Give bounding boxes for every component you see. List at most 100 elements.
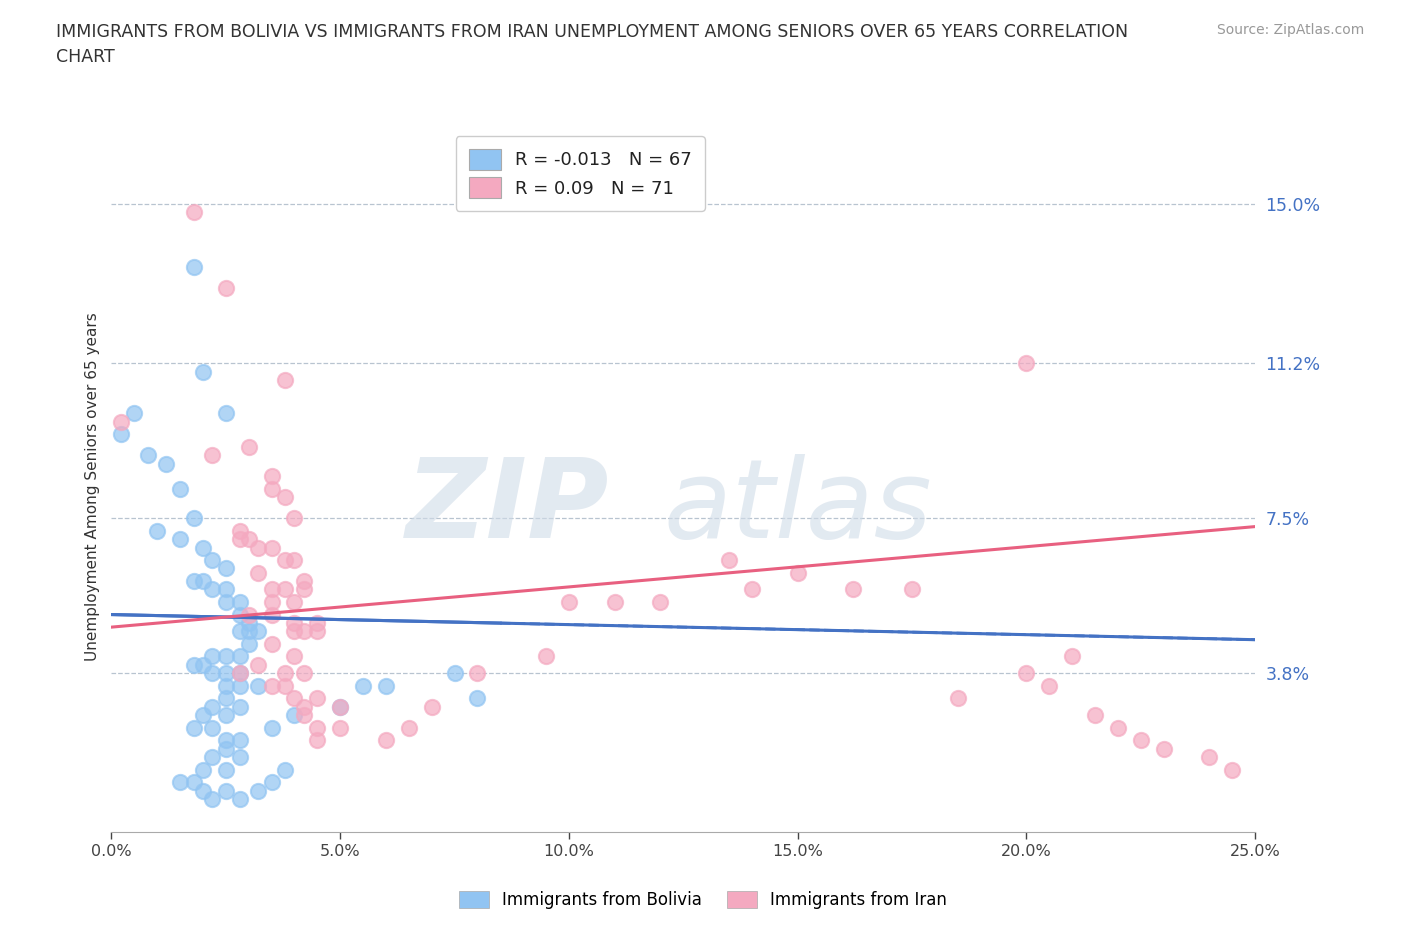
Point: [292, 582, 315, 597]
Point: [215, 691, 238, 706]
Point: [215, 733, 238, 748]
Point: [283, 624, 305, 639]
Point: [215, 594, 238, 609]
Point: [246, 540, 269, 555]
Point: [841, 582, 863, 597]
Text: ZIP: ZIP: [405, 454, 609, 561]
Point: [260, 582, 283, 597]
Point: [292, 574, 315, 589]
Point: [260, 482, 283, 497]
Point: [228, 678, 250, 693]
Point: [274, 582, 297, 597]
Point: [183, 720, 205, 735]
Point: [283, 616, 305, 631]
Point: [246, 624, 269, 639]
Point: [228, 594, 250, 609]
Point: [398, 720, 420, 735]
Point: [246, 565, 269, 580]
Point: [228, 649, 250, 664]
Point: [374, 678, 396, 693]
Point: [1015, 666, 1038, 681]
Point: [246, 783, 269, 798]
Point: [292, 624, 315, 639]
Point: [183, 259, 205, 274]
Point: [215, 762, 238, 777]
Point: [1129, 733, 1152, 748]
Point: [1038, 678, 1060, 693]
Point: [228, 666, 250, 681]
Point: [215, 406, 238, 421]
Point: [183, 658, 205, 672]
Point: [191, 574, 214, 589]
Point: [274, 678, 297, 693]
Point: [260, 540, 283, 555]
Point: [228, 666, 250, 681]
Point: [215, 783, 238, 798]
Point: [1015, 356, 1038, 371]
Point: [352, 678, 374, 693]
Point: [228, 624, 250, 639]
Point: [183, 511, 205, 525]
Point: [201, 649, 224, 664]
Point: [1220, 762, 1243, 777]
Point: [260, 636, 283, 651]
Point: [246, 658, 269, 672]
Point: [201, 448, 224, 463]
Point: [155, 457, 177, 472]
Point: [110, 415, 132, 430]
Point: [191, 783, 214, 798]
Point: [1198, 750, 1220, 764]
Point: [228, 699, 250, 714]
Text: Source: ZipAtlas.com: Source: ZipAtlas.com: [1216, 23, 1364, 37]
Point: [260, 607, 283, 622]
Point: [201, 750, 224, 764]
Point: [215, 649, 238, 664]
Point: [741, 582, 763, 597]
Point: [946, 691, 969, 706]
Point: [283, 552, 305, 567]
Point: [124, 406, 146, 421]
Point: [169, 532, 191, 547]
Point: [283, 511, 305, 525]
Point: [329, 699, 352, 714]
Point: [718, 552, 741, 567]
Point: [201, 699, 224, 714]
Point: [292, 699, 315, 714]
Point: [260, 678, 283, 693]
Point: [786, 565, 808, 580]
Point: [191, 365, 214, 379]
Point: [260, 594, 283, 609]
Point: [650, 594, 672, 609]
Point: [307, 720, 329, 735]
Point: [228, 791, 250, 806]
Point: [443, 666, 465, 681]
Point: [238, 532, 260, 547]
Point: [215, 678, 238, 693]
Point: [215, 280, 238, 295]
Point: [238, 607, 260, 622]
Point: [146, 524, 169, 538]
Point: [260, 775, 283, 790]
Point: [215, 582, 238, 597]
Point: [215, 666, 238, 681]
Point: [201, 582, 224, 597]
Point: [467, 666, 489, 681]
Point: [374, 733, 396, 748]
Point: [274, 490, 297, 505]
Point: [169, 775, 191, 790]
Point: [274, 552, 297, 567]
Point: [201, 666, 224, 681]
Point: [191, 540, 214, 555]
Point: [228, 524, 250, 538]
Point: [183, 574, 205, 589]
Point: [136, 448, 159, 463]
Point: [215, 741, 238, 756]
Point: [274, 373, 297, 388]
Point: [283, 708, 305, 723]
Point: [183, 775, 205, 790]
Legend: Immigrants from Bolivia, Immigrants from Iran: Immigrants from Bolivia, Immigrants from…: [450, 883, 956, 917]
Point: [534, 649, 557, 664]
Point: [1062, 649, 1084, 664]
Point: [329, 699, 352, 714]
Point: [467, 691, 489, 706]
